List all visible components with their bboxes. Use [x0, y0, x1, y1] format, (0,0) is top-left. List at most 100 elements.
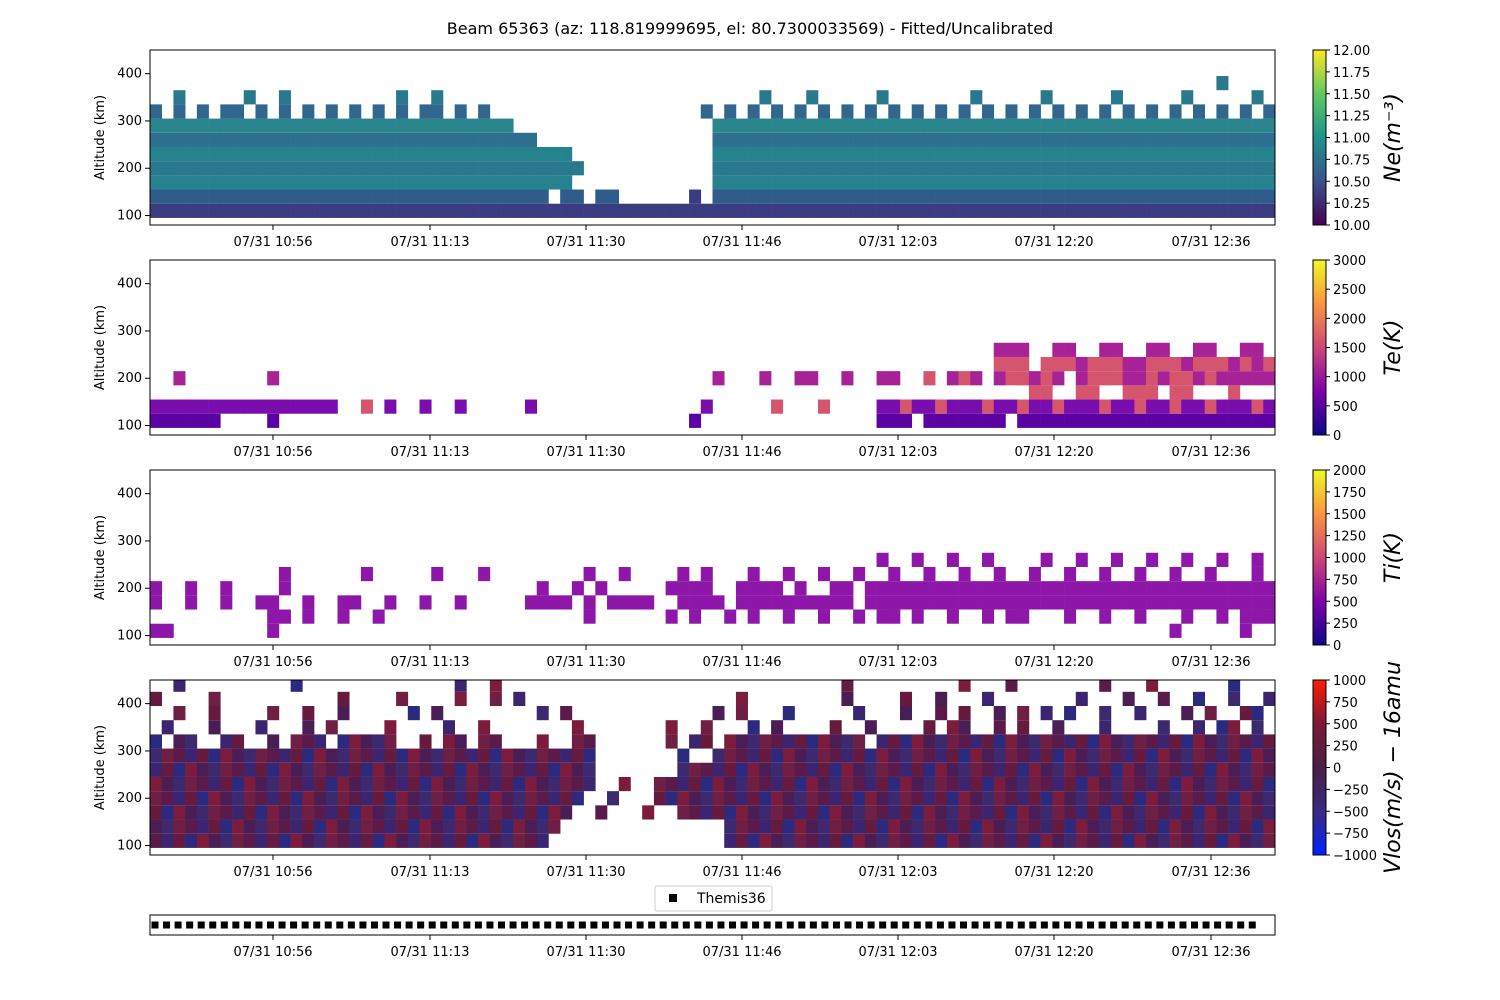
heatmap-cell [817, 609, 830, 624]
heatmap-cell [841, 581, 854, 596]
heatmap-cell [454, 762, 467, 777]
colorbar-tick-label: 11.50 [1333, 88, 1370, 103]
heatmap-cell [1017, 203, 1030, 218]
heatmap-cell [735, 748, 748, 763]
heatmap-cell [1122, 203, 1135, 218]
heatmap-cell [888, 132, 901, 147]
heatmap-cell [1028, 748, 1041, 763]
heatmap-cell [1251, 552, 1264, 567]
heatmap-cell [1169, 371, 1182, 386]
heatmap-cell [1146, 552, 1159, 567]
heatmap-cell [255, 104, 268, 119]
heatmap-cell [1239, 132, 1252, 147]
heatmap-cell [1122, 734, 1135, 749]
heatmap-cell [571, 720, 584, 735]
heatmap-cell [747, 762, 760, 777]
marker-point [659, 921, 667, 929]
heatmap-cell [1052, 203, 1065, 218]
marker-point [844, 921, 852, 929]
heatmap-cell [360, 566, 373, 582]
heatmap-cell [1017, 819, 1030, 834]
heatmap-cell [325, 720, 338, 735]
heatmap-cell [946, 175, 959, 190]
heatmap-cell [536, 203, 549, 218]
colorbar-tick-label: 750 [1333, 573, 1358, 588]
heatmap-cell [161, 833, 174, 848]
heatmap-cell [466, 805, 479, 820]
heatmap-cell [665, 203, 678, 218]
heatmap-cell [958, 104, 971, 119]
heatmap-cell [653, 776, 666, 792]
heatmap-cell [1204, 762, 1217, 777]
heatmap-cell [841, 189, 854, 204]
heatmap-cell [993, 161, 1006, 176]
heatmap-cell [794, 203, 807, 218]
marker-point [902, 921, 910, 929]
heatmap-cell [946, 748, 959, 763]
heatmap-cell [384, 203, 397, 218]
marker-point [821, 921, 829, 929]
heatmap-cell [1099, 566, 1112, 582]
heatmap-cell [525, 833, 538, 848]
heatmap-cell [454, 203, 467, 218]
heatmap-cell [161, 623, 174, 638]
heatmap-cell [278, 819, 291, 834]
heatmap-cell [442, 189, 455, 204]
heatmap-cell [173, 791, 186, 806]
heatmap-cell [982, 203, 995, 218]
heatmap-cell [1263, 805, 1276, 820]
marker-point [1098, 921, 1106, 929]
heatmap-cell [1122, 833, 1135, 848]
heatmap-cell [853, 706, 866, 721]
heatmap-cell [806, 791, 819, 806]
heatmap-cell [771, 791, 784, 806]
heatmap-cell [958, 720, 971, 735]
heatmap-cell [489, 791, 502, 806]
heatmap-cell [1239, 399, 1252, 414]
heatmap-cell [337, 819, 350, 834]
heatmap-cell [1228, 791, 1241, 806]
heatmap-cell [1239, 734, 1252, 749]
heatmap-cell [1263, 161, 1276, 176]
heatmap-cell [1216, 776, 1229, 792]
heatmap-cell [747, 146, 760, 162]
heatmap-cell [958, 776, 971, 792]
heatmap-cell [525, 146, 538, 162]
heatmap-cell [525, 805, 538, 820]
heatmap-cell [946, 146, 959, 162]
heatmap-cell [1263, 833, 1276, 848]
heatmap-cell [466, 776, 479, 792]
heatmap-cell [173, 748, 186, 763]
heatmap-cell [243, 776, 256, 792]
heatmap-cell [255, 161, 268, 176]
heatmap-cell [1192, 371, 1205, 386]
heatmap-cell [958, 118, 971, 133]
heatmap-cell [407, 819, 420, 834]
heatmap-cell [841, 748, 854, 763]
heatmap-cell [1216, 189, 1229, 204]
heatmap-cell [724, 146, 737, 162]
heatmap-cell [900, 819, 913, 834]
heatmap-cell [1157, 734, 1170, 749]
heatmap-cell [349, 132, 362, 147]
marker-point [255, 921, 263, 929]
marker-point [913, 921, 921, 929]
heatmap-cell [419, 203, 432, 218]
heatmap-cell [384, 175, 397, 190]
heatmap-cell [665, 581, 678, 596]
heatmap-cell [1216, 413, 1229, 428]
heatmap-cell [841, 762, 854, 777]
heatmap-cell [161, 146, 174, 162]
heatmap-cell [1239, 762, 1252, 777]
heatmap-cell [759, 203, 772, 218]
heatmap-cell [1122, 132, 1135, 147]
heatmap-cell [1075, 791, 1088, 806]
x-tick-label: 07/31 11:13 [390, 235, 469, 250]
heatmap-cell [1228, 720, 1241, 735]
heatmap-cell [255, 132, 268, 147]
heatmap-cell [173, 805, 186, 820]
heatmap-cell [1075, 805, 1088, 820]
heatmap-cell [454, 748, 467, 763]
heatmap-cell [1005, 399, 1018, 414]
heatmap-cell [337, 762, 350, 777]
